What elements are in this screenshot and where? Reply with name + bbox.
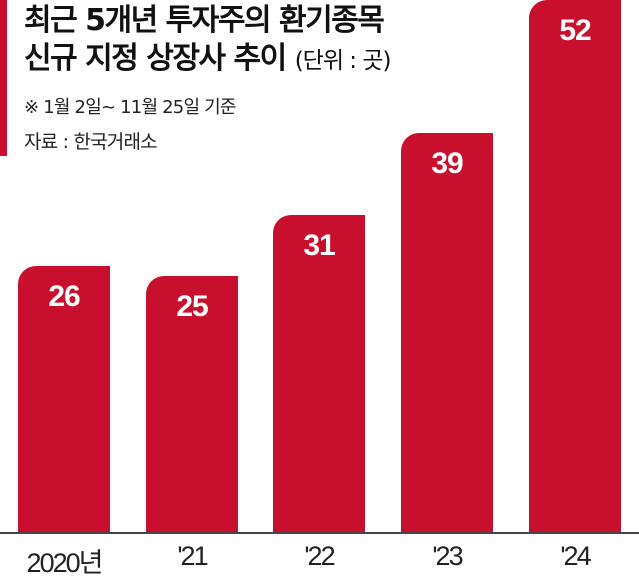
- bar-value-label: 31: [303, 229, 335, 262]
- source-label: 자료 : 한국거래소: [24, 131, 158, 153]
- x-tick-label: '21: [177, 541, 208, 571]
- date-note: ※ 1월 2일~ 11월 25일 기준: [24, 97, 236, 118]
- bar-0: 26: [18, 266, 110, 532]
- x-axis-line: [0, 532, 639, 534]
- bar-value-label: 25: [176, 290, 208, 323]
- unit-label: (단위 : 곳): [294, 48, 392, 74]
- accent-bar: [0, 0, 7, 156]
- x-tick-label: '23: [432, 541, 463, 571]
- bar-1: 25: [146, 276, 238, 532]
- x-tick-label: '24: [560, 541, 591, 571]
- bar-3: 39: [401, 133, 493, 532]
- x-tick-label: 2020년: [26, 548, 104, 578]
- title-line-1: 최근 5개년 투자주의 환기종목: [24, 3, 385, 38]
- bar-value-label: 39: [431, 147, 463, 180]
- x-tick-label: '22: [304, 541, 335, 571]
- bar-value-label: 52: [559, 14, 591, 47]
- chart-title: 최근 5개년 투자주의 환기종목 신규 지정 상장사 추이 (단위 : 곳): [24, 2, 391, 80]
- bar-4: 52: [529, 0, 621, 532]
- bar-value-label: 26: [48, 280, 80, 313]
- title-line-2: 신규 지정 상장사 추이: [24, 41, 287, 76]
- bar-2: 31: [273, 215, 365, 532]
